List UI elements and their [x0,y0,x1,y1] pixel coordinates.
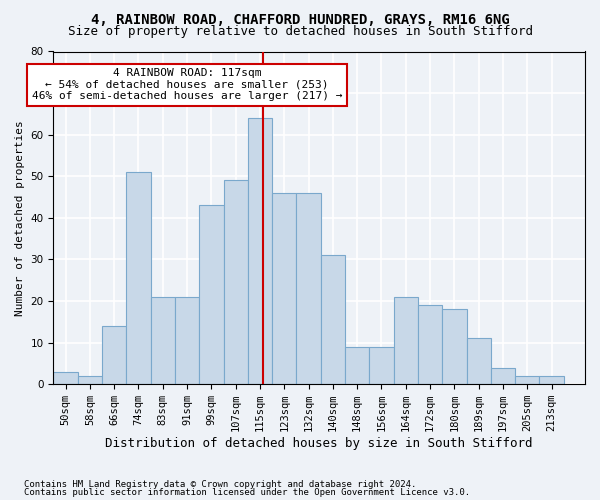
Bar [394,297,418,384]
Bar [78,376,102,384]
Bar [272,193,296,384]
X-axis label: Distribution of detached houses by size in South Stifford: Distribution of detached houses by size … [106,437,533,450]
Bar [491,368,515,384]
Bar [151,297,175,384]
Bar [224,180,248,384]
Bar [418,305,442,384]
Bar [199,206,224,384]
Bar [539,376,564,384]
Bar [102,326,127,384]
Text: 4, RAINBOW ROAD, CHAFFORD HUNDRED, GRAYS, RM16 6NG: 4, RAINBOW ROAD, CHAFFORD HUNDRED, GRAYS… [91,12,509,26]
Bar [467,338,491,384]
Bar [248,118,272,384]
Y-axis label: Number of detached properties: Number of detached properties [15,120,25,316]
Bar [296,193,321,384]
Bar [321,256,345,384]
Text: 4 RAINBOW ROAD: 117sqm
← 54% of detached houses are smaller (253)
46% of semi-de: 4 RAINBOW ROAD: 117sqm ← 54% of detached… [32,68,343,102]
Bar [175,297,199,384]
Bar [370,347,394,384]
Bar [127,172,151,384]
Bar [442,310,467,384]
Bar [345,347,370,384]
Text: Contains HM Land Registry data © Crown copyright and database right 2024.: Contains HM Land Registry data © Crown c… [24,480,416,489]
Bar [515,376,539,384]
Text: Contains public sector information licensed under the Open Government Licence v3: Contains public sector information licen… [24,488,470,497]
Text: Size of property relative to detached houses in South Stifford: Size of property relative to detached ho… [67,25,533,38]
Bar [53,372,78,384]
